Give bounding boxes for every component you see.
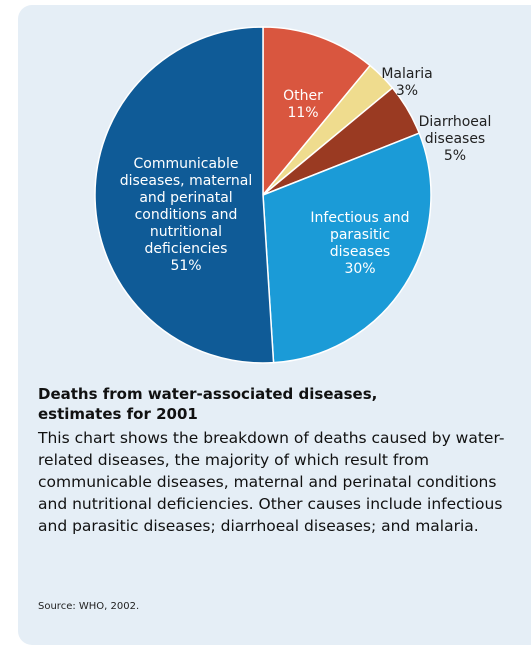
category-label: Diarrhoeal diseases (418, 114, 492, 147)
pie-chart (94, 26, 432, 364)
pie-slice (262, 132, 432, 364)
value-label: 51% (170, 258, 202, 274)
value-label: 5% (443, 148, 467, 164)
slice-label: Communicable diseases, maternal and peri… (110, 156, 262, 275)
slice-label: Other 11% (268, 88, 338, 122)
category-label: Malaria (381, 66, 433, 82)
slice-label: Malaria 3% (372, 66, 442, 100)
description: This chart shows the breakdown of deaths… (38, 429, 505, 535)
source: Source: WHO, 2002. (38, 601, 140, 612)
slice-label: Diarrhoeal diseases 5% (410, 114, 500, 165)
category-label: Communicable diseases, maternal and peri… (119, 156, 253, 257)
value-label: 3% (395, 83, 419, 99)
value-label: 11% (287, 105, 319, 121)
pie-slice (262, 26, 372, 198)
category-label: Infectious and parasitic diseases (310, 210, 410, 260)
pie-slice (94, 26, 275, 364)
slice-label: Infectious and parasitic diseases 30% (300, 210, 420, 278)
chart-title: Deaths from water-associated diseases, e… (38, 385, 378, 423)
value-label: 30% (344, 261, 376, 277)
category-label: Other (283, 88, 323, 104)
